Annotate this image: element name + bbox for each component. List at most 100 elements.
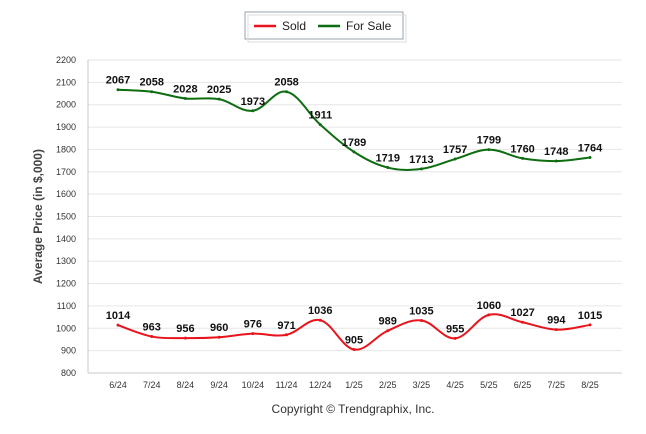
x-tick-label: 5/25 [480,380,498,390]
grid-layer [88,59,622,374]
data-label-layer: 1014 963 956 960 976 971 1036 905 989 1035 955 1060… [106,75,603,347]
sold-data-label: 1014 [106,310,131,322]
sold-data-label: 956 [176,323,194,335]
sold-data-point [554,328,558,332]
copyright-text: Copyright © Trendgraphix, Inc. [272,402,435,416]
y-tick-label: 1600 [56,189,76,199]
for-sale-data-point [487,148,491,152]
x-tick-label: 11/24 [276,380,298,390]
y-tick-label: 2000 [56,100,76,110]
sold-data-label: 960 [210,322,228,334]
y-tick-label: 2100 [56,77,76,87]
x-tick-label: 8/25 [581,380,599,390]
x-tick-label: 1/25 [345,380,363,390]
y-tick-label: 1100 [57,301,76,311]
sold-data-label: 971 [277,320,295,332]
sold-data-label: 1036 [308,305,332,317]
sold-data-point [352,348,356,352]
legend: Sold For Sale [244,11,407,43]
sold-data-point [285,333,289,337]
series-layer [116,88,592,352]
y-tick-label: 1500 [56,212,76,222]
sold-data-point [419,318,423,322]
for-sale-data-point [521,156,525,160]
for-sale-data-label: 2028 [173,83,197,95]
sold-data-label: 905 [345,335,363,347]
y-tick-label: 1800 [56,144,76,154]
for-sale-data-label: 1719 [375,153,399,165]
for-sale-data-label: 1789 [342,137,366,149]
for-sale-data-point [285,90,289,94]
y-tick-label: 1900 [56,122,76,132]
x-tick-label: 2/25 [379,380,397,390]
for-sale-legend-label: For Sale [346,19,392,33]
sold-data-point [386,329,390,333]
sold-data-point [588,323,592,327]
sold-legend-label: Sold [282,19,306,33]
for-sale-data-label: 2025 [207,84,231,96]
for-sale-data-label: 2058 [274,77,298,89]
y-tick-label: 1000 [56,323,76,333]
for-sale-data-label: 1764 [578,142,603,154]
y-tick-label: 900 [61,346,76,356]
x-tick-label: 3/25 [413,380,431,390]
sold-data-label: 1027 [510,307,534,319]
for-sale-data-point [150,90,154,94]
x-tick-label: 10/24 [242,380,265,390]
y-tick-label: 1700 [56,167,76,177]
for-sale-data-point [554,159,558,163]
x-tick-label: 7/24 [143,380,161,390]
sold-data-point [183,336,187,340]
sold-data-label: 1015 [578,310,602,322]
for-sale-data-label: 1757 [443,144,467,156]
x-tick-label: 7/25 [548,380,566,390]
y-tick-label: 1400 [56,234,76,244]
for-sale-data-point [183,96,187,100]
x-tick-label: 12/24 [309,380,332,390]
for-sale-data-point [419,167,423,171]
for-sale-data-point [217,97,221,101]
for-sale-data-label: 2058 [139,77,163,89]
axis-layer: 800 900 1000 1100 1200 1300 1400 1500 1600 1700 18… [56,55,622,390]
y-tick-label: 1200 [56,279,76,289]
sold-data-label: 963 [143,322,161,334]
sold-data-label: 1035 [409,305,433,317]
y-tick-label: 2200 [56,55,76,65]
sold-data-label: 1060 [477,300,501,312]
x-tick-label: 8/24 [177,380,195,390]
for-sale-data-label: 1713 [409,154,433,166]
sold-data-point [487,313,491,317]
for-sale-data-point [453,157,457,161]
sold-data-point [217,335,221,339]
y-tick-label: 1300 [56,256,76,266]
x-tick-label: 9/24 [210,380,228,390]
sold-data-point [116,323,120,327]
sold-data-point [251,332,255,336]
for-sale-data-label: 1911 [308,110,332,122]
for-sale-data-label: 2067 [106,75,130,87]
sold-data-label: 976 [244,319,262,331]
for-sale-data-point [352,150,356,154]
for-sale-data-label: 1748 [544,146,568,158]
for-sale-data-label: 1799 [477,135,501,147]
for-sale-data-point [318,123,322,127]
legend-shadow [247,14,407,43]
y-tick-label: 800 [61,368,76,378]
x-tick-label: 6/24 [109,380,127,390]
sold-data-point [453,336,457,340]
legend-items: Sold For Sale [254,19,392,33]
for-sale-data-label: 1760 [510,143,534,155]
x-tick-label: 6/25 [514,380,532,390]
x-tick-label: 4/25 [446,380,464,390]
sold-data-point [521,320,525,324]
for-sale-data-label: 1973 [241,96,265,108]
for-sale-data-point [251,109,255,113]
sold-data-label: 989 [379,316,397,328]
for-sale-data-point [588,155,592,159]
for-sale-data-point [386,166,390,170]
y-axis-title: Average Price (in $,000) [31,149,45,284]
sold-data-label: 955 [446,323,464,335]
sold-data-point [318,318,322,322]
